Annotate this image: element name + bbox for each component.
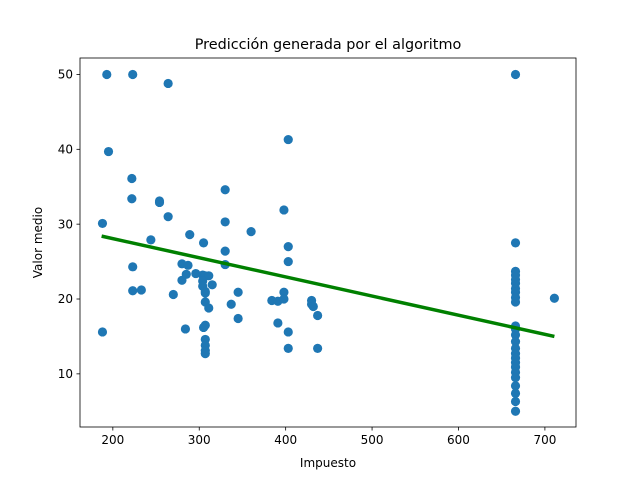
data-point-64 [226,299,236,309]
data-point-78 [510,337,521,347]
data-point-20 [283,242,293,252]
data-point-15 [146,235,156,245]
data-point-59 [180,324,191,334]
data-point-67 [283,327,293,337]
x-tick-label: 300 [188,433,211,447]
data-point-62 [204,303,214,313]
data-point-73 [283,343,293,354]
data-point-28 [204,271,214,281]
x-tick-label: 200 [101,433,124,447]
data-point-66 [273,318,283,328]
data-point-48 [308,301,318,312]
data-point-24 [183,260,193,270]
data-point-10 [279,205,289,215]
data-point-37 [136,285,146,295]
y-tick-label: 40 [58,143,73,157]
x-axis-label: Impuesto [300,456,356,470]
data-point-2 [163,78,173,89]
data-point-30 [181,269,191,279]
data-point-68 [313,310,323,321]
data-point-63 [200,320,210,330]
data-point-19 [246,227,256,237]
data-point-56 [510,297,521,307]
fit-line-layer [101,234,555,339]
data-point-89 [510,406,521,416]
data-point-7 [127,194,137,204]
data-point-18 [220,246,230,256]
data-point-77 [510,330,521,340]
data-point-22 [128,262,138,272]
data-point-12 [163,212,173,222]
y-tick-label: 20 [58,292,73,306]
data-point-72 [200,349,210,359]
data-point-13 [220,217,230,227]
x-tick-label: 600 [447,433,470,447]
data-point-74 [313,343,323,354]
data-point-45 [279,294,289,304]
data-point-33 [207,280,217,290]
y-tick-label: 50 [58,68,73,82]
data-point-4 [103,146,114,157]
x-tick-label: 500 [361,433,384,447]
data-point-40 [200,288,210,298]
y-axis-label: Valor medio [31,207,45,278]
plot-frame [79,57,577,428]
data-point-5 [283,134,293,145]
fit-line [101,234,555,339]
data-point-9 [154,197,165,208]
data-point-11 [97,218,108,229]
data-point-44 [279,287,289,297]
plot-area [80,58,576,427]
data-point-35 [283,256,293,267]
data-point-14 [220,185,230,195]
data-point-16 [185,230,195,240]
chart-title: Predicción generada por el algoritmo [195,37,462,53]
data-point-21 [510,238,521,248]
x-tick-label: 700 [533,433,556,447]
y-axis: 10 20 30 40 50 [58,68,80,381]
data-point-17 [198,238,209,248]
data-point-88 [510,396,521,407]
data-point-1 [128,69,138,80]
y-tick-label: 10 [58,367,73,381]
data-point-3 [510,69,521,80]
y-tick-label: 30 [58,217,73,231]
data-point-36 [128,286,138,296]
data-point-57 [549,293,559,303]
points-layer [97,69,559,416]
data-point-85 [510,373,521,383]
data-point-58 [97,327,108,337]
data-point-0 [102,69,112,80]
data-point-87 [510,388,521,398]
data-point-25 [191,268,201,279]
x-axis: 200 300 400 500 600 700 [101,427,556,447]
data-point-6 [127,173,137,184]
data-point-65 [233,313,243,324]
data-point-86 [510,381,521,391]
x-tick-label: 400 [274,433,297,447]
data-point-38 [168,289,178,300]
data-point-41 [233,287,243,297]
